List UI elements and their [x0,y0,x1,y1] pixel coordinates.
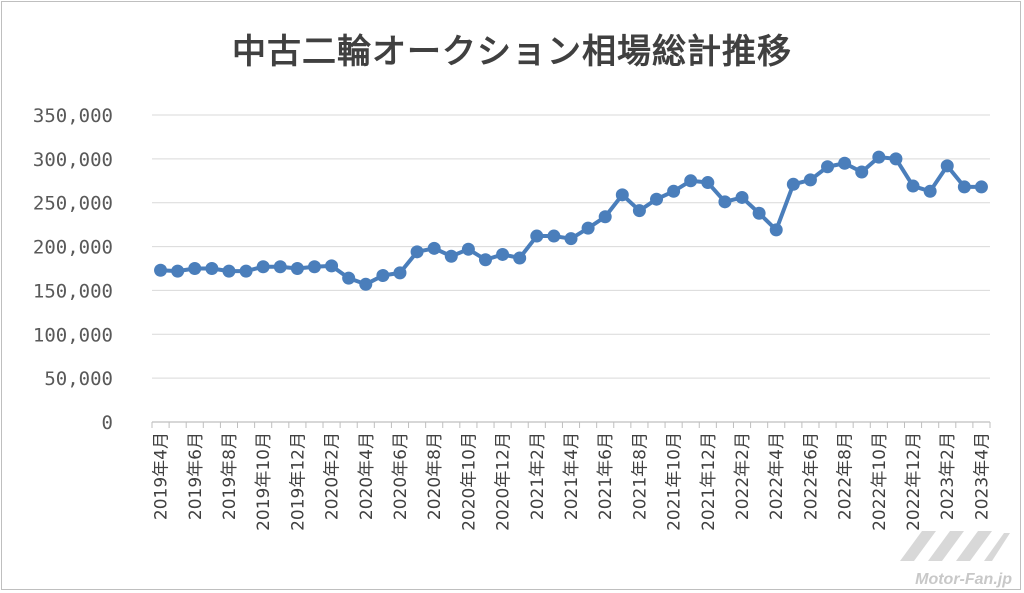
data-point [889,152,903,166]
data-point [478,253,492,267]
data-point [974,180,988,194]
data-point [752,206,766,220]
data-point [684,174,698,188]
data-point [376,269,390,283]
data-point [923,184,937,198]
data-point [427,241,441,255]
x-tick-label: 2020年10月 [459,432,479,531]
data-point [838,156,852,170]
y-tick-label: 50,000 [44,368,113,390]
x-tick-label: 2020年4月 [357,432,377,520]
y-tick-label: 350,000 [33,105,113,127]
data-point [222,264,236,278]
x-tick-label: 2021年12月 [699,432,719,531]
x-tick-label: 2021年8月 [630,432,650,520]
y-tick-label: 0 [102,412,113,434]
data-point [957,180,971,194]
x-tick-label: 2022年4月 [767,432,787,520]
x-tick-label: 2019年8月 [220,432,240,520]
data-point [393,266,407,280]
watermark-text: Motor-Fan.jp [915,571,1012,588]
data-point [821,160,835,174]
x-tick-label: 2022年6月 [801,432,821,520]
data-point [171,264,185,278]
x-tick-label: 2020年12月 [494,432,514,531]
y-axis-labels: 0 50,000 100,000 150,000 200,000 250,000 300,0… [33,105,113,434]
x-tick-label: 2020年8月 [425,432,445,520]
watermark-logo-icon [900,531,1010,561]
data-point [461,242,475,256]
watermark: Motor-Fan.jp [892,521,1012,589]
data-point [581,221,595,235]
data-point [530,229,544,243]
data-point [342,271,356,285]
x-tick-label: 2023年4月 [972,432,992,520]
data-point [701,176,715,190]
data-point [496,247,510,261]
series-markers [154,150,988,291]
x-tick-label: 2019年12月 [288,432,308,531]
x-tick-label: 2022年12月 [904,432,924,531]
data-point [290,262,304,275]
data-point [256,260,270,274]
data-point [239,264,253,278]
data-point [444,249,458,263]
data-point [940,159,954,173]
data-point [769,223,783,237]
x-tick-label: 2020年6月 [391,432,411,520]
y-tick-label: 300,000 [33,149,113,171]
y-tick-label: 150,000 [33,280,113,302]
data-point [325,259,339,273]
gridlines [152,114,990,379]
x-tick-label: 2021年6月 [596,432,616,520]
x-tick-label: 2019年6月 [186,432,206,520]
data-point [564,232,578,246]
x-tick-label: 2019年4月 [152,432,172,520]
data-point [650,192,664,206]
data-point [410,245,424,259]
data-point [598,210,612,224]
data-point [154,263,168,277]
x-tick-label: 2020年2月 [323,432,343,520]
data-point [718,195,732,209]
data-point [615,188,629,202]
x-axis: 2019年4月 2019年6月 2019年8月 2019年10月 2019年12月 202… [151,421,992,531]
data-point [307,260,321,274]
y-tick-label: 100,000 [33,324,113,346]
x-tick-label: 2021年10月 [665,432,685,531]
data-point [632,204,646,218]
data-point [803,173,817,187]
data-point [273,260,287,274]
data-point [547,229,561,243]
data-point [667,184,681,198]
x-tick-label: 2021年2月 [528,432,548,520]
data-point [786,177,800,191]
data-point [906,179,920,193]
y-tick-label: 250,000 [33,193,113,215]
y-tick-label: 200,000 [33,237,113,259]
data-point [188,262,202,275]
x-tick-label: 2022年8月 [836,432,856,520]
chart-title: 中古二輪オークション相場総計推移 [232,32,792,72]
data-point [205,262,219,275]
x-tick-label: 2022年10月 [870,432,890,531]
data-point [872,150,886,164]
data-point [513,251,527,265]
x-tick-label: 2022年2月 [733,432,753,520]
data-point [855,165,869,179]
x-tick-label: 2021年4月 [562,432,582,520]
data-point [735,190,749,204]
x-tick-label: 2019年10月 [254,432,274,531]
data-point [359,277,373,291]
x-tick-label: 2023年2月 [938,432,958,520]
